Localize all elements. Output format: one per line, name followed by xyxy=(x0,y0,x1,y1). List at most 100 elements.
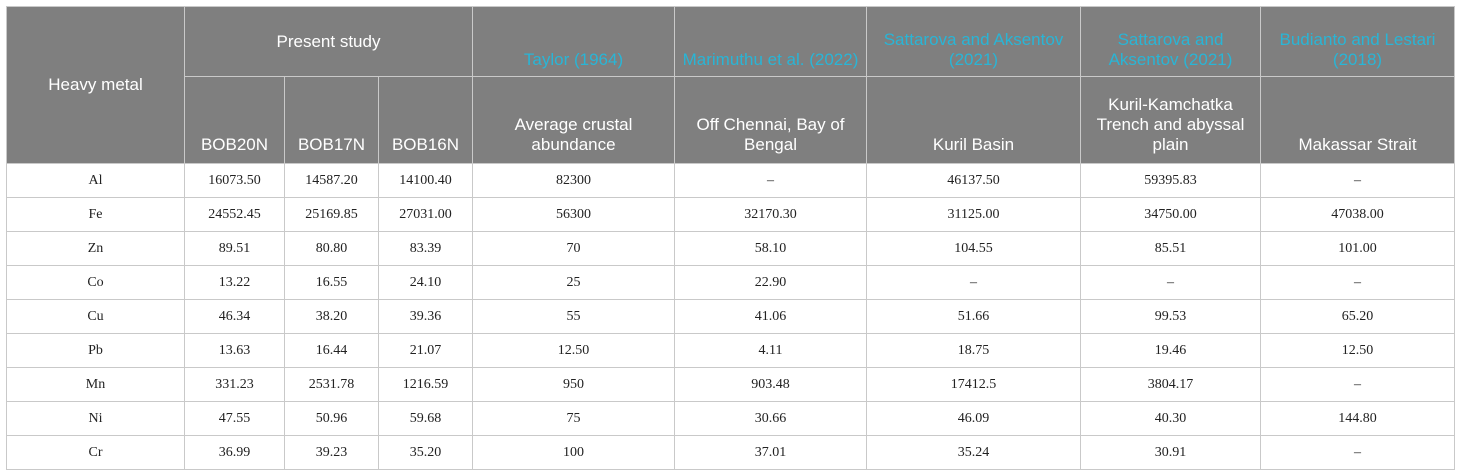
value-cell: 144.80 xyxy=(1260,401,1455,436)
metal-cell: Al xyxy=(6,163,185,198)
value-cell: 35.24 xyxy=(866,435,1081,470)
value-cell: 80.80 xyxy=(284,231,379,266)
value-cell: 58.10 xyxy=(674,231,867,266)
value-cell: 19.46 xyxy=(1080,333,1261,368)
value-cell: 55 xyxy=(472,299,675,334)
value-cell: 12.50 xyxy=(1260,333,1455,368)
value-cell: 17412.5 xyxy=(866,367,1081,402)
value-cell: 46.09 xyxy=(866,401,1081,436)
value-cell: 83.39 xyxy=(378,231,473,266)
value-cell: 85.51 xyxy=(1080,231,1261,266)
reference-citation: Marimuthu et al. (2022) xyxy=(674,6,867,77)
value-cell: 13.63 xyxy=(184,333,285,368)
value-cell: – xyxy=(674,163,867,198)
station-header: BOB17N xyxy=(284,76,379,164)
value-cell: 25 xyxy=(472,265,675,300)
value-cell: 46.34 xyxy=(184,299,285,334)
reference-citation: Sattarova and Aksentov (2021) xyxy=(1080,6,1261,77)
reference-citation: Taylor (1964) xyxy=(472,6,675,77)
value-cell: 331.23 xyxy=(184,367,285,402)
value-cell: 65.20 xyxy=(1260,299,1455,334)
table-body: Al 16073.50 14587.20 14100.40 82300–46137.50… xyxy=(6,163,1455,470)
heavy-metal-header: Heavy metal xyxy=(6,6,185,164)
station-header: BOB20N xyxy=(184,76,285,164)
value-cell: 39.36 xyxy=(378,299,473,334)
value-cell: 16.55 xyxy=(284,265,379,300)
metal-cell: Cu xyxy=(6,299,185,334)
value-cell: 4.11 xyxy=(674,333,867,368)
reference-description: Kuril Basin xyxy=(866,76,1081,164)
value-cell: 47.55 xyxy=(184,401,285,436)
value-cell: 59.68 xyxy=(378,401,473,436)
metal-cell: Zn xyxy=(6,231,185,266)
value-cell: 50.96 xyxy=(284,401,379,436)
value-cell: 18.75 xyxy=(866,333,1081,368)
heavy-metal-comparison-table: Heavy metal Present study Taylor (1964) … xyxy=(6,6,1455,470)
value-cell: 75 xyxy=(472,401,675,436)
table-row: Co 13.22 16.55 24.10 25 22.90– – – xyxy=(6,265,1455,300)
value-cell: 70 xyxy=(472,231,675,266)
value-cell: 13.22 xyxy=(184,265,285,300)
value-cell: 59395.83 xyxy=(1080,163,1261,198)
value-cell: 2531.78 xyxy=(284,367,379,402)
value-cell: 24.10 xyxy=(378,265,473,300)
value-cell: 16.44 xyxy=(284,333,379,368)
value-cell: 950 xyxy=(472,367,675,402)
value-cell: 56300 xyxy=(472,197,675,232)
metal-cell: Mn xyxy=(6,367,185,402)
value-cell: 3804.17 xyxy=(1080,367,1261,402)
reference-citation: Sattarova and Aksentov (2021) xyxy=(866,6,1081,77)
value-cell: 38.20 xyxy=(284,299,379,334)
value-cell: 14587.20 xyxy=(284,163,379,198)
reference-description: Off Chennai, Bay of Bengal xyxy=(674,76,867,164)
value-cell: 31125.00 xyxy=(866,197,1081,232)
value-cell: 30.91 xyxy=(1080,435,1261,470)
reference-citation: Budianto and Lestari (2018) xyxy=(1260,6,1455,77)
value-cell: 34750.00 xyxy=(1080,197,1261,232)
table-row: Ni 47.55 50.96 59.68 75 30.66 46.09 40.30 144.80 xyxy=(6,401,1455,436)
value-cell: 104.55 xyxy=(866,231,1081,266)
value-cell: 30.66 xyxy=(674,401,867,436)
value-cell: 903.48 xyxy=(674,367,867,402)
table-row: Pb 13.63 16.44 21.07 12.50 4.11 18.75 19.46 12.5… xyxy=(6,333,1455,368)
value-cell: – xyxy=(1260,163,1455,198)
value-cell: 47038.00 xyxy=(1260,197,1455,232)
value-cell: – xyxy=(1260,367,1455,402)
present-study-header: Present study xyxy=(184,6,473,77)
table-row: Al 16073.50 14587.20 14100.40 82300–46137.50… xyxy=(6,163,1455,198)
metal-cell: Ni xyxy=(6,401,185,436)
value-cell: 32170.30 xyxy=(674,197,867,232)
table-row: Cr 36.99 39.23 35.20 100 37.01 35.24 30.91– xyxy=(6,435,1455,470)
table-row: Cu 46.34 38.20 39.36 55 41.06 51.66 99.53 65.20 xyxy=(6,299,1455,334)
value-cell: – xyxy=(1260,265,1455,300)
value-cell: – xyxy=(866,265,1081,300)
value-cell: 25169.85 xyxy=(284,197,379,232)
metal-cell: Fe xyxy=(6,197,185,232)
value-cell: 41.06 xyxy=(674,299,867,334)
value-cell: 46137.50 xyxy=(866,163,1081,198)
value-cell: 51.66 xyxy=(866,299,1081,334)
metal-cell: Cr xyxy=(6,435,185,470)
value-cell: 1216.59 xyxy=(378,367,473,402)
value-cell: 22.90 xyxy=(674,265,867,300)
reference-description: Average crustal abundance xyxy=(472,76,675,164)
metal-cell: Co xyxy=(6,265,185,300)
table-row: Mn 331.23 2531.78 1216.59 950 903.48 17412.5 38… xyxy=(6,367,1455,402)
value-cell: 40.30 xyxy=(1080,401,1261,436)
table-row: Fe 24552.45 25169.85 27031.00 56300 32170.30 3… xyxy=(6,197,1455,232)
value-cell: 21.07 xyxy=(378,333,473,368)
value-cell: 24552.45 xyxy=(184,197,285,232)
station-header: BOB16N xyxy=(378,76,473,164)
value-cell: 27031.00 xyxy=(378,197,473,232)
value-cell: 37.01 xyxy=(674,435,867,470)
value-cell: 89.51 xyxy=(184,231,285,266)
value-cell: 36.99 xyxy=(184,435,285,470)
value-cell: 99.53 xyxy=(1080,299,1261,334)
value-cell: 14100.40 xyxy=(378,163,473,198)
value-cell: – xyxy=(1080,265,1261,300)
value-cell: 35.20 xyxy=(378,435,473,470)
value-cell: 82300 xyxy=(472,163,675,198)
table-header: Heavy metal Present study Taylor (1964) … xyxy=(6,6,1455,164)
value-cell: 12.50 xyxy=(472,333,675,368)
value-cell: 39.23 xyxy=(284,435,379,470)
